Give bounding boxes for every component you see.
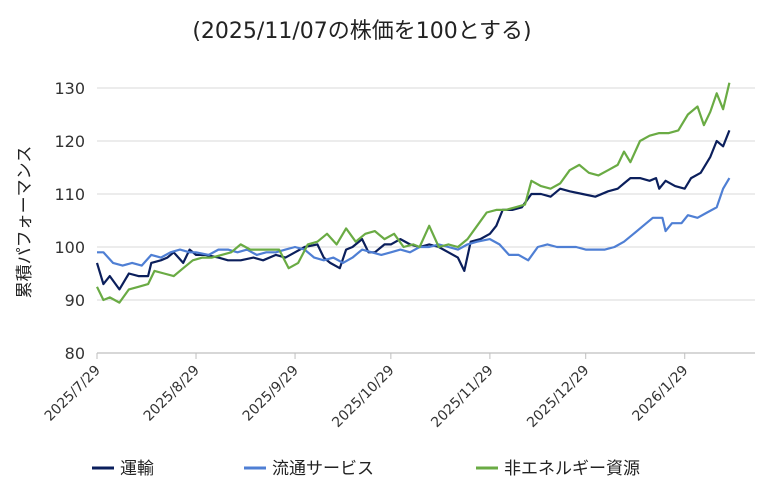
y-tick-label: 100: [54, 238, 85, 257]
series-line-2: [96, 82, 731, 304]
x-tick-label: 2025/12/29: [524, 363, 592, 431]
legend-label-1: 流通サービス: [272, 459, 374, 479]
series-line-1: [97, 177, 731, 267]
y-tick-label: 90: [65, 291, 85, 310]
x-tick-label: 2025/10/29: [329, 363, 397, 431]
y-tick-label: 120: [54, 132, 85, 151]
gridlines: [97, 87, 755, 354]
legend: 運輸 流通サービス 非エネルギー資源: [92, 459, 640, 479]
x-tick-label: 2025/8/29: [141, 363, 203, 425]
legend-label-2: 非エネルギー資源: [504, 459, 640, 479]
y-tick-label: 110: [54, 185, 85, 204]
chart-title: (2025/11/07の株価を100とする): [192, 19, 531, 44]
x-tick-label: 2026/1/29: [629, 363, 691, 425]
legend-label-0: 運輸: [120, 459, 154, 479]
x-tick-label: 2025/7/29: [42, 363, 104, 425]
y-tick-label: 80: [65, 344, 85, 363]
y-axis-ticks: 80 90 100 110 120 130: [54, 79, 85, 363]
x-tick-label: 2025/9/29: [240, 363, 302, 425]
y-axis-label: 累積パフォーマンス: [15, 146, 35, 299]
y-tick-label: 130: [54, 79, 85, 98]
series-lines: [95, 82, 731, 304]
x-tick-label: 2025/11/29: [428, 363, 496, 431]
x-axis-ticks: 2025/7/29 2025/8/29 2025/9/29 2025/10/29 202…: [42, 353, 692, 431]
